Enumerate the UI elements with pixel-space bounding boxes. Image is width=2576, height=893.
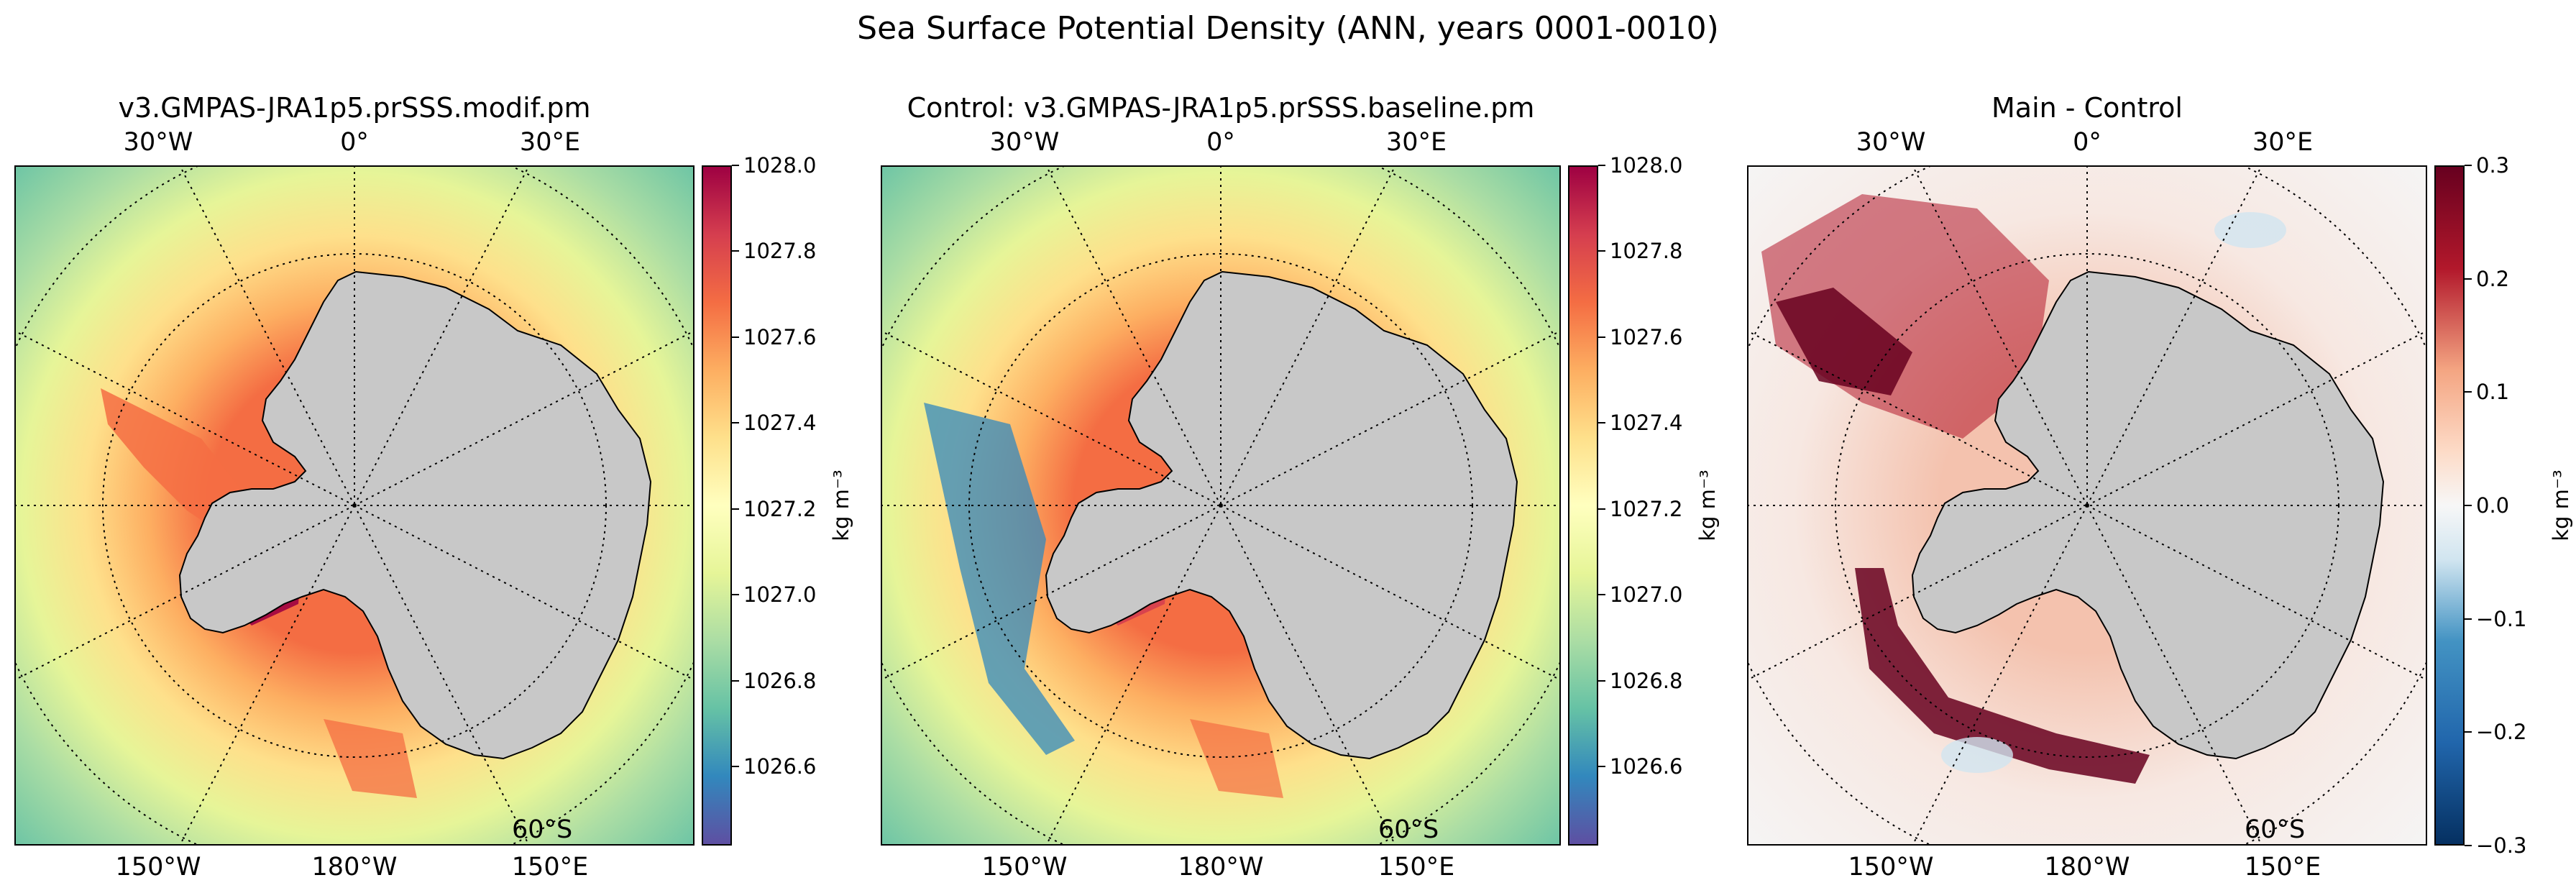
panel-2-top-label-30w: 30°W bbox=[989, 128, 1060, 157]
colorbar-tick-mark bbox=[732, 165, 739, 166]
colorbar-tick-mark bbox=[732, 336, 739, 338]
panel-3-peninsula-strong bbox=[1776, 288, 1912, 395]
colorbar-tick-mark bbox=[1598, 336, 1605, 338]
colorbar-tick-label: 1027.4 bbox=[1610, 411, 1683, 436]
colorbar-tick-label: 1027.8 bbox=[1610, 239, 1683, 264]
colorbar-tick-mark bbox=[1598, 508, 1605, 510]
panel-1-colorbar-unit: kg m⁻³ bbox=[829, 470, 853, 541]
colorbar-tick-label: 1027.0 bbox=[1610, 582, 1683, 608]
panel-3-bottom-label-150w: 150°W bbox=[1848, 853, 1934, 881]
panel-1-top-label-30e: 30°E bbox=[519, 128, 581, 157]
colorbar-tick-mark bbox=[1598, 250, 1605, 252]
panel-1-map bbox=[14, 165, 695, 846]
panel-3-map bbox=[1747, 165, 2427, 846]
panel-3-top-label-0: 0° bbox=[2073, 128, 2101, 157]
colorbar-tick-label: −0.2 bbox=[2476, 720, 2527, 745]
panel-2-bottom-label-150w: 150°W bbox=[981, 853, 1068, 881]
colorbar-tick-label: 1027.0 bbox=[743, 582, 817, 608]
panel-3-coastal-positive bbox=[1855, 568, 2150, 784]
colorbar-tick-mark bbox=[2465, 845, 2472, 846]
panel-2-ross-sea bbox=[1190, 719, 1283, 798]
colorbar-tick-label: 1027.6 bbox=[1610, 324, 1683, 349]
panel-3-bottom-label-150e: 150°E bbox=[2244, 853, 2321, 881]
colorbar-tick-mark bbox=[2465, 391, 2472, 393]
colorbar-tick-label: 1027.8 bbox=[743, 239, 817, 264]
colorbar-tick-label: 1027.2 bbox=[743, 496, 817, 521]
panel-3-title: Main - Control bbox=[1991, 92, 2183, 124]
colorbar-tick-mark bbox=[2465, 505, 2472, 506]
panel-3-bottom-label-180w: 180°W bbox=[2044, 853, 2130, 881]
colorbar-tick-mark bbox=[732, 250, 739, 252]
panel-2-bottom-label-150e: 150°E bbox=[1378, 853, 1455, 881]
colorbar-tick-label: −0.3 bbox=[2476, 833, 2527, 858]
colorbar-tick-mark bbox=[2465, 165, 2472, 166]
colorbar-tick-label: 0.3 bbox=[2476, 153, 2510, 178]
panel-1-title: v3.GMPAS-JRA1p5.prSSS.modif.pm bbox=[118, 92, 591, 124]
panel-2-colorbar bbox=[1568, 165, 1598, 846]
colorbar-tick-label: 1028.0 bbox=[743, 153, 817, 178]
panel-3-negative-patch-2 bbox=[2214, 212, 2286, 248]
panel-2-map bbox=[881, 165, 1561, 846]
colorbar-tick-label: 1026.6 bbox=[1610, 754, 1683, 779]
colorbar-tick-mark bbox=[1598, 679, 1605, 682]
colorbar-tick-label: 1027.4 bbox=[743, 411, 817, 436]
panel-1-lat-label: 60°S bbox=[512, 815, 573, 844]
colorbar-tick-mark bbox=[732, 679, 739, 682]
panel-2-title: Control: v3.GMPAS-JRA1p5.prSSS.baseline.… bbox=[907, 92, 1535, 124]
colorbar-tick-label: 0.0 bbox=[2476, 493, 2510, 518]
panel-3-lat-label: 60°S bbox=[2245, 815, 2306, 844]
panel-3-colorbar bbox=[2434, 165, 2465, 846]
panel-2-top-label-0: 0° bbox=[1206, 128, 1235, 157]
panel-1-bottom-label-180w: 180°W bbox=[311, 853, 398, 881]
figure-title: Sea Surface Potential Density (ANN, year… bbox=[857, 10, 1719, 47]
panel-1-ross-sea bbox=[324, 719, 417, 798]
colorbar-tick-label: 1026.6 bbox=[743, 754, 817, 779]
colorbar-tick-mark bbox=[1598, 766, 1605, 768]
colorbar-tick-mark bbox=[732, 766, 739, 768]
panel-1-top-label-30w: 30°W bbox=[123, 128, 193, 157]
panel-2-lat-label: 60°S bbox=[1378, 815, 1439, 844]
colorbar-tick-label: 0.1 bbox=[2476, 380, 2510, 405]
colorbar-tick-mark bbox=[1598, 594, 1605, 596]
panel-2-top-label-30e: 30°E bbox=[1385, 128, 1447, 157]
colorbar-tick-label: 1026.8 bbox=[1610, 668, 1683, 693]
panel-3-negative-patch-1 bbox=[1941, 737, 2013, 773]
colorbar-tick-label: −0.1 bbox=[2476, 606, 2527, 631]
colorbar-tick-label: 1027.2 bbox=[1610, 496, 1683, 521]
colorbar-tick-label: 1027.6 bbox=[743, 324, 817, 349]
colorbar-tick-mark bbox=[732, 422, 739, 424]
panel-2-peninsula-fresh bbox=[924, 403, 1075, 755]
colorbar-tick-label: 1028.0 bbox=[1610, 153, 1683, 178]
panel-2-colorbar-unit: kg m⁻³ bbox=[1695, 470, 1720, 541]
panel-3-top-label-30e: 30°E bbox=[2252, 128, 2314, 157]
colorbar-tick-label: 1026.8 bbox=[743, 668, 817, 693]
colorbar-tick-mark bbox=[1598, 165, 1605, 166]
colorbar-tick-mark bbox=[732, 508, 739, 510]
panel-1-bottom-label-150w: 150°W bbox=[115, 853, 201, 881]
colorbar-tick-mark bbox=[2465, 731, 2472, 733]
colorbar-tick-mark bbox=[2465, 278, 2472, 280]
panel-1-top-label-0: 0° bbox=[340, 128, 369, 157]
colorbar-tick-label: 0.2 bbox=[2476, 266, 2510, 291]
colorbar-tick-mark bbox=[2465, 618, 2472, 620]
colorbar-tick-mark bbox=[1598, 422, 1605, 424]
panel-1-bottom-label-150e: 150°E bbox=[511, 853, 589, 881]
colorbar-tick-mark bbox=[732, 594, 739, 596]
panel-2-bottom-label-180w: 180°W bbox=[1178, 853, 1264, 881]
panel-3-colorbar-unit: kg m⁻³ bbox=[2549, 470, 2573, 541]
panel-3-top-label-30w: 30°W bbox=[1856, 128, 1926, 157]
panel-1-colorbar bbox=[702, 165, 732, 846]
